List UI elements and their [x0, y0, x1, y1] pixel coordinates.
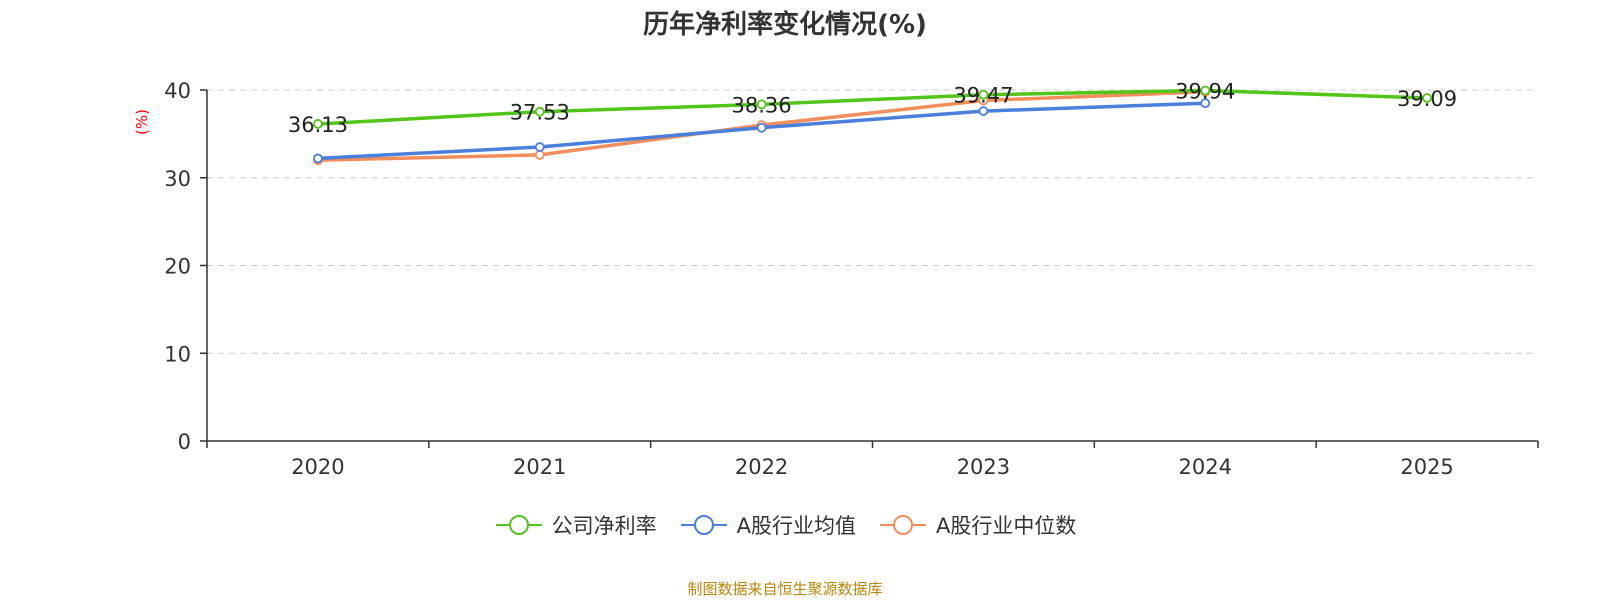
- data-point: [1422, 93, 1432, 103]
- y-tick-label: 0: [178, 430, 191, 454]
- grid-lines: [207, 89, 1538, 354]
- data-point: [978, 106, 989, 116]
- x-tick-label: 2021: [513, 455, 566, 479]
- data-point: [534, 106, 545, 117]
- data-labels: 36.13 37.53 38.36 39.47 39.94 39.09: [288, 80, 1457, 137]
- legend-label: 公司净利率: [551, 514, 657, 538]
- y-tick-label: 40: [164, 79, 191, 103]
- series-lines: [313, 85, 1432, 166]
- legend-symbol-icon: [880, 515, 926, 535]
- y-tick-labels: 0 10 20 30 40: [164, 79, 191, 454]
- y-axis-label: (%): [133, 109, 151, 135]
- legend-item[interactable]: A股行业中位数: [878, 510, 1076, 540]
- y-tick-label: 20: [164, 255, 191, 279]
- source-note: 制图数据来自恒生聚源数据库: [687, 580, 883, 598]
- data-point: [313, 153, 323, 164]
- x-tick-label: 2025: [1400, 455, 1453, 479]
- legend-label: A股行业中位数: [936, 514, 1077, 538]
- legend-marker: [893, 515, 913, 535]
- data-point: [756, 99, 767, 110]
- series-line: [316, 88, 1429, 126]
- x-tick-label: 2024: [1179, 455, 1232, 479]
- data-label: 37.53: [510, 101, 570, 125]
- x-tick-label: 2023: [957, 455, 1010, 479]
- data-label: 39.09: [1397, 87, 1457, 111]
- data-label: 36.13: [288, 113, 348, 137]
- data-point: [313, 119, 323, 129]
- data-label: 38.36: [732, 93, 792, 117]
- legend: 公司净利率 A股行业均值 A股行业中位数: [0, 510, 1570, 540]
- data-point: [1200, 98, 1211, 109]
- x-tick-label: 2022: [735, 455, 788, 479]
- legend-symbol-icon: [495, 515, 542, 535]
- data-point: [534, 142, 545, 152]
- legend-label: A股行业均值: [736, 514, 856, 538]
- y-tick-label: 10: [164, 342, 191, 366]
- legend-marker: [693, 515, 714, 535]
- legend-marker: [508, 515, 529, 535]
- data-point: [534, 150, 545, 160]
- x-tick-labels: 2020 2021 2022 2023 2024 2025: [291, 455, 1454, 479]
- legend-item[interactable]: 公司净利率: [494, 510, 657, 540]
- y-tick-label: 30: [164, 167, 191, 191]
- data-point: [756, 122, 767, 133]
- legend-symbol-icon: [680, 515, 727, 535]
- chart-title: 历年净利率变化情况(%): [643, 10, 927, 40]
- data-label: 39.47: [953, 84, 1013, 108]
- data-point: [1200, 85, 1211, 96]
- axes: [200, 89, 1539, 448]
- x-tick-label: 2020: [291, 455, 344, 479]
- data-point: [978, 89, 989, 100]
- data-label: 39.94: [1175, 80, 1235, 104]
- legend-item[interactable]: A股行业均值: [679, 510, 856, 540]
